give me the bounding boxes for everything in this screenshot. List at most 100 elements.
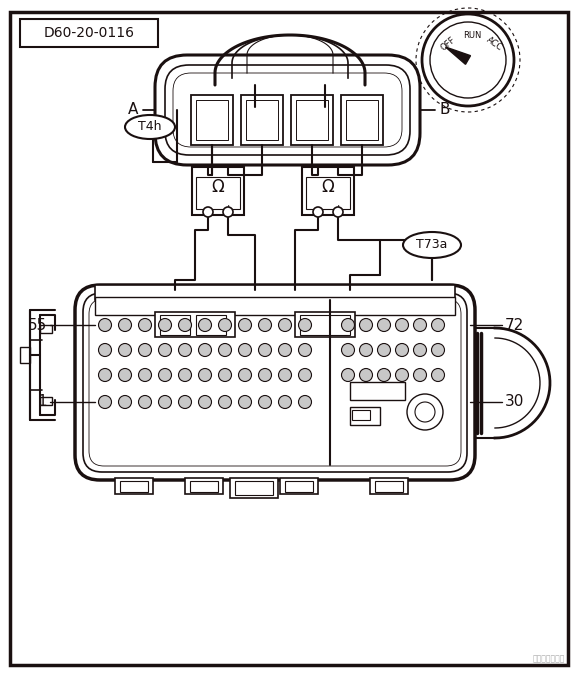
Bar [295, 312, 355, 337]
Circle shape [179, 369, 191, 381]
Circle shape [139, 319, 151, 331]
Text: A: A [128, 103, 138, 117]
Bar [309, 107, 341, 127]
FancyBboxPatch shape [165, 65, 410, 155]
Text: -: - [206, 204, 210, 214]
Circle shape [158, 319, 172, 331]
Circle shape [299, 319, 311, 331]
Circle shape [396, 344, 408, 356]
Circle shape [198, 344, 212, 356]
FancyBboxPatch shape [173, 73, 402, 147]
Bar [350, 407, 380, 425]
Circle shape [278, 319, 292, 331]
Bar [40, 325, 52, 333]
Circle shape [219, 319, 231, 331]
Circle shape [223, 207, 233, 217]
Circle shape [179, 396, 191, 408]
Circle shape [118, 344, 132, 356]
Circle shape [99, 396, 111, 408]
Circle shape [414, 319, 426, 331]
Circle shape [259, 396, 271, 408]
Bar [95, 297, 455, 315]
Bar [315, 109, 335, 125]
FancyBboxPatch shape [83, 293, 467, 472]
Bar [296, 100, 328, 140]
Bar [95, 285, 455, 300]
Circle shape [313, 207, 323, 217]
Circle shape [378, 369, 390, 381]
Circle shape [219, 369, 231, 381]
Bar [196, 315, 226, 335]
Bar [346, 100, 378, 140]
Circle shape [158, 369, 172, 381]
Circle shape [360, 369, 372, 381]
Text: Ω: Ω [322, 178, 335, 196]
Text: OFF: OFF [439, 35, 457, 53]
Bar [160, 315, 190, 335]
Circle shape [432, 344, 444, 356]
Text: D60-20-0116: D60-20-0116 [44, 26, 135, 40]
Circle shape [360, 319, 372, 331]
Circle shape [158, 344, 172, 356]
Text: B: B [440, 103, 450, 117]
Bar [115, 478, 153, 494]
Circle shape [198, 396, 212, 408]
Circle shape [203, 207, 213, 217]
Circle shape [432, 319, 444, 331]
Bar [285, 481, 313, 492]
Text: -: - [316, 204, 320, 214]
Circle shape [118, 369, 132, 381]
FancyBboxPatch shape [89, 299, 461, 466]
Text: Ω: Ω [212, 178, 224, 196]
Circle shape [118, 319, 132, 331]
Circle shape [378, 319, 390, 331]
Bar [191, 95, 233, 145]
Text: ACC: ACC [484, 35, 503, 53]
Bar [306, 177, 350, 209]
Circle shape [278, 396, 292, 408]
Circle shape [238, 319, 252, 331]
Circle shape [179, 319, 191, 331]
Circle shape [299, 396, 311, 408]
Circle shape [238, 344, 252, 356]
Bar [370, 478, 408, 494]
Circle shape [238, 369, 252, 381]
Bar [246, 100, 278, 140]
Circle shape [139, 396, 151, 408]
Circle shape [378, 344, 390, 356]
FancyBboxPatch shape [75, 285, 475, 480]
Bar [352, 410, 370, 420]
Circle shape [414, 369, 426, 381]
Circle shape [396, 369, 408, 381]
Bar [241, 95, 283, 145]
Circle shape [333, 207, 343, 217]
Ellipse shape [403, 232, 461, 258]
Circle shape [259, 369, 271, 381]
Bar [230, 478, 278, 498]
Bar [185, 478, 223, 494]
Circle shape [259, 344, 271, 356]
Circle shape [342, 369, 354, 381]
Text: 55: 55 [28, 317, 47, 333]
Polygon shape [445, 47, 470, 64]
Text: RUN: RUN [463, 32, 481, 40]
Bar [245, 109, 265, 125]
Circle shape [99, 344, 111, 356]
Circle shape [259, 319, 271, 331]
Bar [235, 481, 273, 495]
Bar [350, 382, 405, 400]
Circle shape [415, 402, 435, 422]
Circle shape [198, 319, 212, 331]
Text: 汽车维修技术网: 汽车维修技术网 [532, 654, 565, 663]
Circle shape [99, 319, 111, 331]
Circle shape [360, 344, 372, 356]
Circle shape [179, 344, 191, 356]
Bar [300, 315, 350, 335]
Circle shape [414, 344, 426, 356]
Circle shape [432, 369, 444, 381]
Bar [291, 95, 333, 145]
Bar [192, 167, 244, 215]
Bar [20, 19, 158, 47]
Text: +: + [223, 204, 233, 214]
Circle shape [139, 369, 151, 381]
